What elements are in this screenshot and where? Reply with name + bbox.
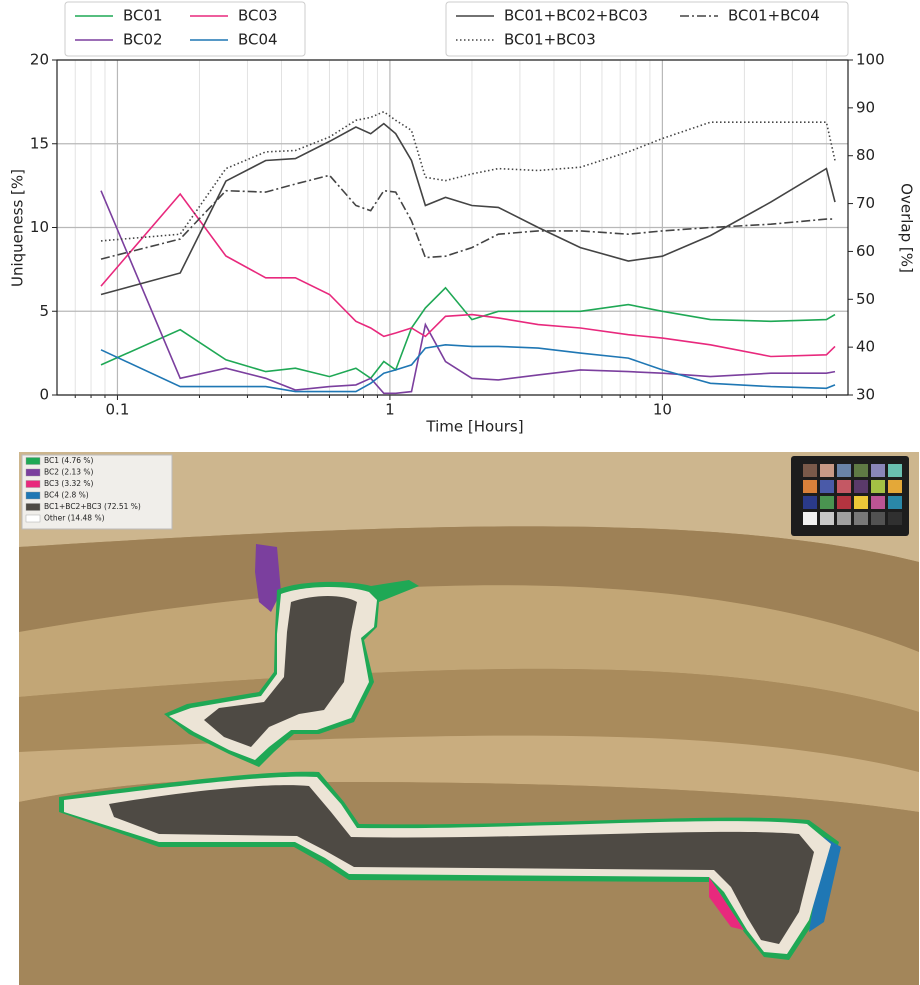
photo-legend-label: BC4 (2.8 %) <box>44 491 89 500</box>
x-axis-label: Time [Hours] <box>425 418 523 436</box>
y2-tick-label: 40 <box>856 338 875 356</box>
photo-legend-swatch <box>26 458 40 465</box>
legend-label: BC04 <box>238 31 278 49</box>
y2-tick-label: 80 <box>856 146 875 164</box>
y2-tick-label: 70 <box>856 194 875 212</box>
series-line <box>101 191 835 394</box>
photo-legend-label: BC1+BC2+BC3 (72.51 %) <box>44 502 141 511</box>
y-tick-label: 5 <box>39 302 49 320</box>
legend-label: BC02 <box>123 31 163 49</box>
series-line <box>101 124 835 295</box>
x-tick-label: 0.1 <box>106 401 130 419</box>
photo-legend-swatch <box>26 492 40 499</box>
legend-label: BC01 <box>123 7 163 25</box>
page: {"chart_data": {"type": "line", "xlabel"… <box>0 0 920 985</box>
y2-tick-label: 30 <box>856 386 875 404</box>
y-tick-label: 15 <box>30 134 49 152</box>
y-tick-label: 10 <box>30 218 49 236</box>
photo-legend-swatch <box>26 515 40 522</box>
y2-tick-label: 100 <box>856 51 885 69</box>
y2-axis-label: Overlap [%] <box>898 183 916 273</box>
series-line <box>101 175 835 259</box>
legend-label: BC01+BC02+BC03 <box>504 7 648 25</box>
legend-label: BC01+BC04 <box>728 7 820 25</box>
series-line <box>101 194 835 357</box>
chart: Time [Hours] Uniqueness [%] Overlap [%] … <box>0 0 920 450</box>
y-axis-label: Uniqueness [%] <box>9 169 27 287</box>
photo-legend-label: Other (14.48 %) <box>44 514 105 523</box>
legend-label: BC01+BC03 <box>504 31 596 49</box>
y2-tick-label: 90 <box>856 98 875 116</box>
photo-legend-label: BC1 (4.76 %) <box>44 456 94 465</box>
series-line <box>101 345 835 392</box>
y-tick-label: 20 <box>30 51 49 69</box>
photo-legend-label: BC3 (3.32 %) <box>44 479 94 488</box>
photo-legend-swatch <box>26 504 40 511</box>
legend-label: BC03 <box>238 7 278 25</box>
photo: BC1 (4.76 %) BC2 (2.13 %) BC3 (3.32 %) BC4 … <box>19 452 919 985</box>
y2-tick-label: 60 <box>856 242 875 260</box>
x-tick-label: 10 <box>653 401 672 419</box>
series-line <box>101 288 835 379</box>
photo-legend-label: BC2 (2.13 %) <box>44 468 94 477</box>
x-tick-label: 1 <box>385 401 395 419</box>
photo-legend-swatch <box>26 481 40 488</box>
y-tick-label: 0 <box>39 386 49 404</box>
photo-legend-swatch <box>26 469 40 476</box>
series-line <box>101 112 835 241</box>
y2-tick-label: 50 <box>856 290 875 308</box>
